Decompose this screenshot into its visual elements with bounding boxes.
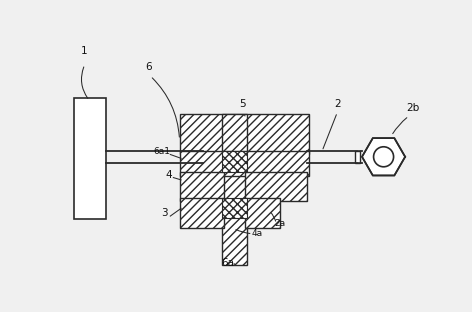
- Text: 6a1: 6a1: [153, 148, 170, 157]
- Text: 2a: 2a: [274, 219, 286, 228]
- Polygon shape: [362, 138, 405, 175]
- Text: 6a: 6a: [221, 258, 234, 268]
- Text: 3: 3: [161, 208, 168, 218]
- Bar: [355, 151, 360, 163]
- Text: 4a: 4a: [251, 229, 262, 238]
- Bar: [179, 197, 224, 228]
- Text: 5: 5: [240, 99, 246, 109]
- Bar: [179, 115, 309, 154]
- Bar: [245, 172, 307, 202]
- Text: 2: 2: [334, 99, 341, 109]
- Bar: [179, 151, 309, 176]
- Bar: [222, 115, 246, 265]
- Bar: [245, 197, 279, 228]
- Bar: [74, 97, 106, 219]
- Text: 4: 4: [165, 170, 172, 180]
- Bar: [179, 172, 224, 202]
- Bar: [222, 197, 246, 218]
- Text: 1: 1: [81, 46, 88, 56]
- Bar: [222, 151, 246, 172]
- Text: 6: 6: [145, 62, 152, 72]
- Text: 2b: 2b: [407, 103, 420, 113]
